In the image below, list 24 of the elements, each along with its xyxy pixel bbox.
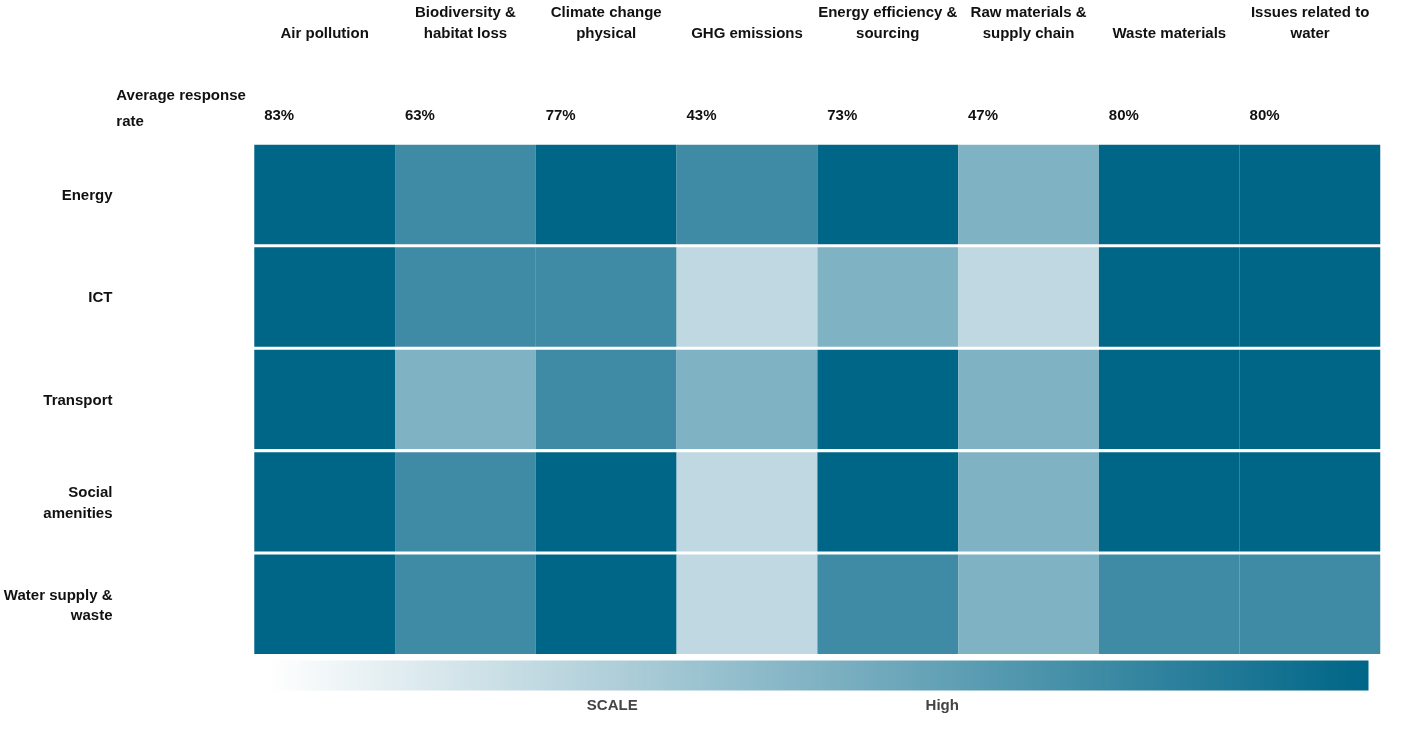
x-tick-label: Climate change physical	[550, 3, 662, 41]
text: 73%	[827, 106, 858, 124]
x-tick-label: Biodiversity & habitat loss	[415, 3, 517, 41]
text: 83%	[264, 106, 295, 124]
text: Average response rate	[116, 86, 246, 129]
text: 43%	[686, 106, 717, 124]
color-bar-label: SCALE	[586, 695, 638, 713]
y-tick-label: Social amenities	[43, 483, 113, 521]
text: 80%	[1108, 106, 1139, 124]
color-bar-label: High	[925, 695, 959, 713]
y-tick-label: Energy	[61, 186, 114, 204]
text: 77%	[545, 106, 576, 124]
x-tick-label: Waste materials	[1112, 23, 1227, 41]
y-tick-label: Transport	[43, 390, 113, 408]
text: 63%	[404, 106, 435, 124]
x-tick-label: GHG emissions	[691, 23, 803, 41]
x-tick-label: Air pollution	[280, 23, 369, 41]
x-tick-label: Issues related to water	[1250, 3, 1370, 41]
text: 47%	[968, 106, 999, 124]
y-tick-label: ICT	[88, 288, 113, 306]
y-tick-label: Water supply & waste	[3, 585, 113, 623]
text: 80%	[1249, 106, 1280, 124]
x-tick-label: Raw materials & supply chain	[970, 3, 1087, 41]
x-tick-label: Energy efficiency & sourcing	[818, 3, 958, 41]
